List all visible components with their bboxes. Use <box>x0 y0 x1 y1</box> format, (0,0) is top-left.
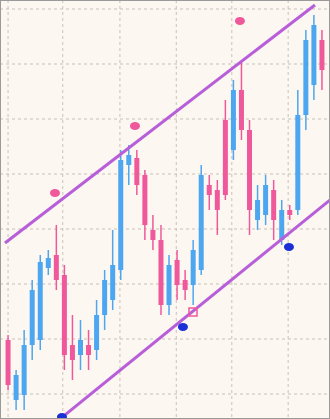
candle-body <box>279 210 285 240</box>
candle-body <box>134 158 140 185</box>
candle-body <box>45 258 51 268</box>
candle-body <box>255 200 261 220</box>
candle <box>222 100 228 200</box>
candle <box>5 335 11 390</box>
candle <box>198 165 204 275</box>
candle <box>77 320 83 370</box>
candle-body <box>182 280 188 290</box>
candle <box>287 205 293 220</box>
candle <box>37 255 43 350</box>
candle-body <box>102 280 108 315</box>
channel-line <box>59 198 330 419</box>
candle <box>238 60 244 140</box>
candle <box>255 185 261 230</box>
candle-body <box>53 255 59 280</box>
candle <box>319 30 325 90</box>
candle-body <box>214 190 220 210</box>
candle <box>150 215 156 250</box>
candle-body <box>174 260 180 285</box>
candle <box>13 370 19 410</box>
candle-body <box>13 375 19 400</box>
candle-body <box>238 90 244 130</box>
candle-body <box>230 90 236 150</box>
candle <box>86 330 92 370</box>
candle <box>158 225 164 315</box>
candle <box>94 300 100 360</box>
candle-body <box>263 185 269 215</box>
candle-body <box>271 190 277 220</box>
candle-body <box>247 130 253 210</box>
candle <box>134 150 140 195</box>
candle <box>271 180 277 240</box>
candle-body <box>5 340 11 385</box>
candle <box>21 330 27 410</box>
candle <box>45 250 51 275</box>
candle-body <box>61 275 67 355</box>
channel-line <box>4 3 316 245</box>
candle-body <box>110 265 116 300</box>
candle <box>126 145 132 185</box>
marker <box>56 413 67 419</box>
candle-body <box>303 40 309 115</box>
candle-body <box>287 210 293 215</box>
candle <box>110 230 116 310</box>
candle <box>247 120 253 235</box>
candle <box>142 170 148 240</box>
candle-body <box>190 250 196 285</box>
candle-body <box>126 155 132 165</box>
marker <box>177 323 188 331</box>
candle <box>311 15 317 100</box>
marker <box>283 243 294 251</box>
candle-body <box>158 240 164 305</box>
candle <box>102 270 108 330</box>
marker <box>188 307 198 317</box>
candle-body <box>222 120 228 195</box>
candle <box>295 90 301 215</box>
candle-body <box>166 265 172 305</box>
candle-body <box>319 40 325 70</box>
candle-body <box>295 115 301 210</box>
candle <box>206 175 212 210</box>
candle-body <box>29 290 35 345</box>
candle <box>61 265 67 370</box>
candle <box>182 270 188 300</box>
candle <box>230 80 236 160</box>
candle-body <box>37 262 43 340</box>
candle <box>53 225 59 290</box>
candle-body <box>206 185 212 195</box>
candle <box>190 240 196 305</box>
marker <box>234 17 245 25</box>
candle-body <box>86 345 92 355</box>
candle-body <box>198 175 204 270</box>
candle-body <box>142 175 148 225</box>
candle <box>118 150 124 280</box>
candle <box>263 175 269 225</box>
candle-body <box>118 160 124 270</box>
candle-body <box>77 340 83 355</box>
candle-body <box>311 25 317 85</box>
candle-body <box>150 230 156 240</box>
candle <box>69 315 75 380</box>
candle <box>174 250 180 300</box>
candle <box>166 255 172 315</box>
marker <box>49 189 60 197</box>
marker <box>129 122 140 130</box>
candle-body <box>94 315 100 350</box>
candle-body <box>69 345 75 360</box>
candle <box>29 280 35 360</box>
candle <box>214 180 220 235</box>
candle-body <box>21 345 27 395</box>
candle <box>303 30 309 130</box>
